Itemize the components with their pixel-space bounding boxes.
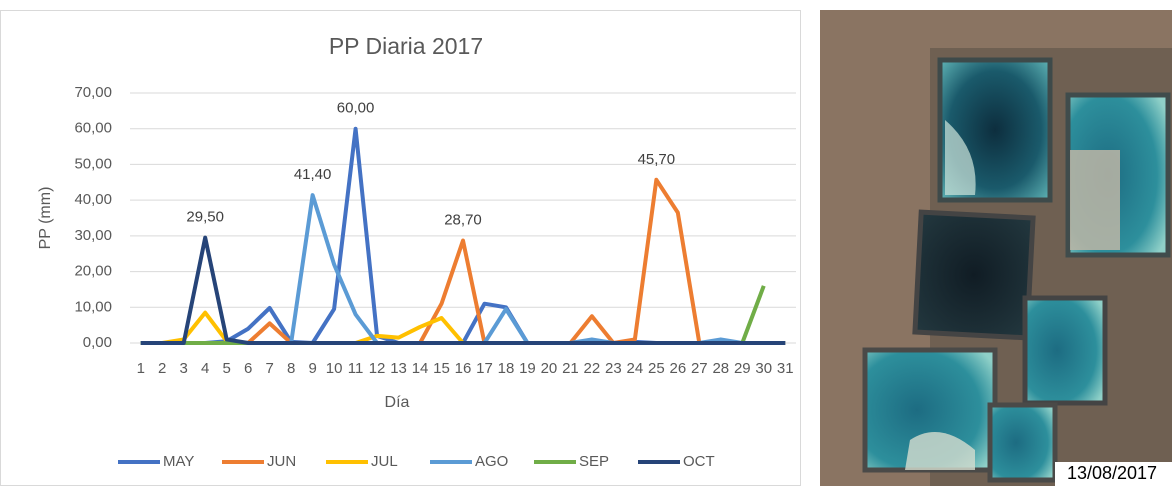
legend-label: OCT: [683, 453, 715, 470]
chart-frame: [1, 11, 801, 486]
data-label: 60,00: [337, 100, 375, 117]
photo-date: 13/08/2017: [1067, 463, 1157, 483]
y-tick-label: 10,00: [74, 298, 112, 315]
x-tick-label: 17: [476, 360, 493, 377]
y-tick-label: 0,00: [83, 334, 112, 351]
legend-label: AGO: [475, 453, 508, 470]
y-tick-label: 50,00: [74, 155, 112, 172]
y-axis-label: PP (mm): [37, 187, 54, 250]
data-label: 41,40: [294, 166, 332, 183]
x-tick-label: 23: [605, 360, 622, 377]
y-tick-label: 30,00: [74, 227, 112, 244]
x-tick-label: 1: [137, 360, 145, 377]
x-tick-label: 26: [669, 360, 686, 377]
x-tick-label: 31: [777, 360, 794, 377]
x-axis-label: Día: [385, 394, 410, 411]
y-tick-label: 60,00: [74, 120, 112, 137]
data-label: 45,70: [638, 151, 676, 168]
x-tick-label: 20: [541, 360, 558, 377]
legend-label: JUN: [267, 453, 296, 470]
x-tick-label: 28: [712, 360, 729, 377]
y-tick-label: 20,00: [74, 263, 112, 280]
x-tick-label: 12: [369, 360, 386, 377]
data-label: 29,50: [186, 209, 224, 226]
x-tick-label: 25: [648, 360, 665, 377]
x-tick-label: 29: [734, 360, 751, 377]
legend-label: MAY: [163, 453, 194, 470]
satellite-image: 13/08/2017: [820, 10, 1172, 486]
chart-title: PP Diaria 2017: [329, 33, 483, 59]
x-tick-label: 13: [390, 360, 407, 377]
y-tick-label: 40,00: [74, 191, 112, 208]
x-tick-label: 15: [433, 360, 450, 377]
x-tick-label: 9: [308, 360, 316, 377]
legend-label: SEP: [579, 453, 609, 470]
x-tick-label: 6: [244, 360, 252, 377]
x-tick-label: 4: [201, 360, 209, 377]
x-tick-label: 10: [326, 360, 343, 377]
x-tick-label: 27: [691, 360, 708, 377]
x-tick-label: 3: [180, 360, 188, 377]
x-tick-label: 18: [498, 360, 515, 377]
data-label: 28,70: [444, 211, 482, 228]
x-tick-label: 7: [265, 360, 273, 377]
x-tick-label: 2: [158, 360, 166, 377]
chart: PP Diaria 2017 Día PP (mm) 13/08/2017 0,…: [0, 0, 1172, 486]
x-tick-label: 5: [223, 360, 231, 377]
x-tick-label: 14: [412, 360, 429, 377]
x-tick-label: 21: [562, 360, 579, 377]
x-tick-label: 30: [755, 360, 772, 377]
page: {"chart_data": {"type": "line", "title":…: [0, 0, 1172, 486]
x-tick-label: 19: [519, 360, 536, 377]
x-tick-label: 16: [455, 360, 472, 377]
x-tick-label: 24: [627, 360, 644, 377]
x-tick-label: 22: [584, 360, 601, 377]
x-tick-label: 11: [348, 360, 364, 377]
y-tick-label: 70,00: [74, 84, 112, 101]
x-tick-label: 8: [287, 360, 295, 377]
legend-label: JUL: [371, 453, 398, 470]
